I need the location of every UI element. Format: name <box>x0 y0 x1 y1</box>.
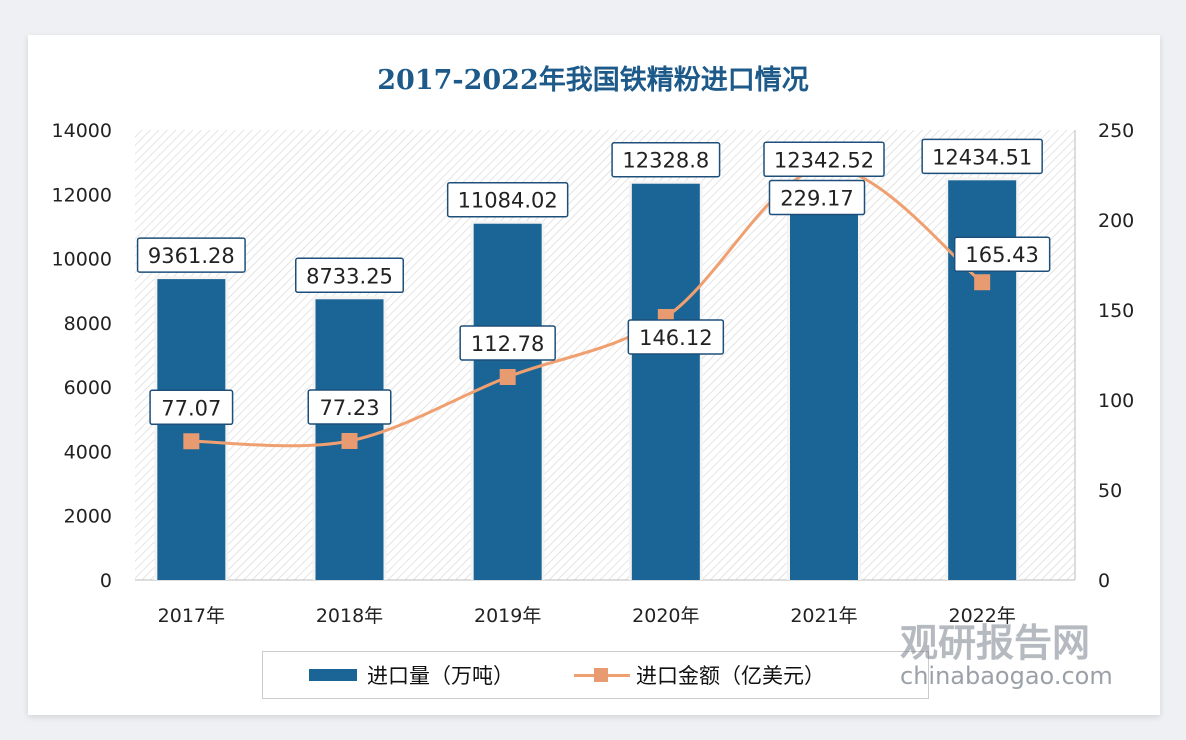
bar-data-label-box <box>136 237 246 273</box>
line-data-label: 112.78 <box>471 332 544 356</box>
legend-line-label: 进口金额（亿美元） <box>636 664 825 688</box>
right-tick-label: 50 <box>1098 480 1122 502</box>
bar-data-label-box <box>611 141 721 178</box>
line-data-label: 77.07 <box>161 396 221 420</box>
line-data-label-box <box>627 319 725 355</box>
line-data-label-box <box>953 236 1051 272</box>
legend-bar-swatch <box>309 669 357 681</box>
bar-data-label-box <box>446 181 569 218</box>
line-data-label-box <box>459 325 556 361</box>
plot-area <box>135 130 1075 580</box>
line-data-label: 146.12 <box>639 326 712 350</box>
right-tick-label: 250 <box>1098 120 1134 142</box>
line-data-label: 229.17 <box>780 186 853 210</box>
line-data-label: 165.43 <box>965 243 1038 267</box>
left-tick-label: 8000 <box>64 313 112 335</box>
line-data-label: 77.23 <box>319 396 379 420</box>
category-label: 2017年 <box>158 605 225 627</box>
bar <box>473 223 542 580</box>
left-tick-label: 6000 <box>64 377 112 399</box>
category-label: 2020年 <box>632 605 699 627</box>
bar-data-label: 9361.28 <box>148 244 235 268</box>
bar <box>631 183 700 580</box>
left-tick-label: 14000 <box>52 120 112 142</box>
left-tick-label: 0 <box>100 570 112 592</box>
right-tick-label: 100 <box>1098 390 1134 412</box>
legend-line-swatch <box>574 667 630 683</box>
bar-data-label-box <box>763 141 885 178</box>
legend: 进口量（万吨） 进口金额（亿美元） <box>262 651 929 699</box>
bar-data-label-box <box>921 138 1043 175</box>
line-marker <box>341 432 358 449</box>
right-tick-label: 150 <box>1098 300 1134 322</box>
line-marker <box>499 368 516 385</box>
category-label: 2018年 <box>316 605 383 627</box>
watermark-url: chinabaogao.com <box>900 662 1113 690</box>
category-label: 2022年 <box>948 605 1015 627</box>
category-label: 2019年 <box>474 605 541 627</box>
chart-title: 2017-2022年我国铁精粉进口情况 <box>377 65 809 96</box>
bar-data-label: 12434.51 <box>932 145 1032 169</box>
watermark-logo: 观研报告网 <box>900 621 1091 665</box>
category-label: 2021年 <box>790 605 857 627</box>
left-tick-label: 2000 <box>64 506 112 528</box>
line-data-label-box <box>768 179 866 216</box>
left-tick-label: 12000 <box>52 184 112 206</box>
bar-data-label: 12328.8 <box>622 149 709 173</box>
line-data-label-box <box>307 389 392 425</box>
line-data-label-box <box>149 389 234 426</box>
line-marker <box>974 274 991 291</box>
bar <box>790 183 858 581</box>
left-tick-label: 4000 <box>64 441 112 463</box>
bar-data-label: 12342.52 <box>774 148 874 172</box>
right-tick-label: 0 <box>1098 570 1110 592</box>
bar-data-label: 11084.02 <box>458 189 558 213</box>
line-marker <box>183 433 200 450</box>
bar-data-label-box <box>295 257 404 294</box>
bar-data-label: 8733.25 <box>306 264 393 288</box>
bar <box>157 279 226 580</box>
left-tick-label: 10000 <box>52 249 112 271</box>
right-tick-label: 200 <box>1098 210 1134 232</box>
legend-bar-label: 进口量（万吨） <box>367 664 514 688</box>
